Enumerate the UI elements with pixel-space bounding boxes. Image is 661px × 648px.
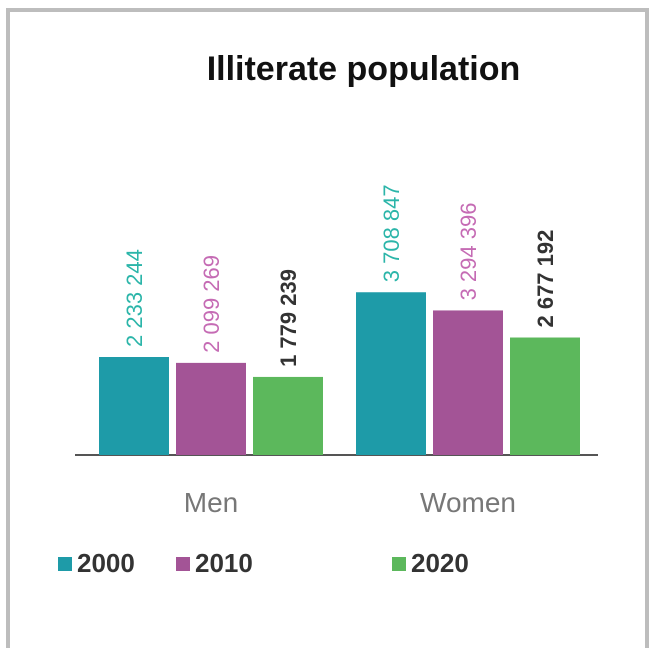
chart-title: Illiterate population xyxy=(206,50,521,88)
legend-swatch-2020 xyxy=(392,556,406,571)
bar-men-2020 xyxy=(253,376,323,455)
bar-men-2010 xyxy=(176,362,246,455)
data-label-women-2000: 3 708 847 xyxy=(379,184,404,282)
legend-label-2020: 2020 xyxy=(411,548,469,578)
chart-frame xyxy=(6,8,649,648)
category-label-men: Men xyxy=(184,487,238,518)
legend-label-2010: 2010 xyxy=(195,548,253,578)
bar-women-2010 xyxy=(433,310,503,455)
legend-label-2000: 2000 xyxy=(77,548,135,578)
legend-item-2020: 2020 xyxy=(392,548,469,579)
data-label-women-2010: 3 294 396 xyxy=(456,203,481,301)
bar-women-2000 xyxy=(356,292,426,455)
bar-women-2020 xyxy=(510,337,580,455)
legend-item-2000: 2000 xyxy=(58,548,135,579)
category-label-women: Women xyxy=(420,487,516,518)
legend-swatch-2000 xyxy=(58,556,72,571)
data-label-men-2010: 2 099 269 xyxy=(199,255,224,353)
legend-item-2010: 2010 xyxy=(176,548,253,579)
data-label-women-2020: 2 677 192 xyxy=(533,230,558,328)
bar-men-2000 xyxy=(99,357,169,455)
data-label-men-2000: 2 233 244 xyxy=(122,249,147,347)
data-label-men-2020: 1 779 239 xyxy=(276,269,301,367)
legend-swatch-2010 xyxy=(176,556,190,571)
